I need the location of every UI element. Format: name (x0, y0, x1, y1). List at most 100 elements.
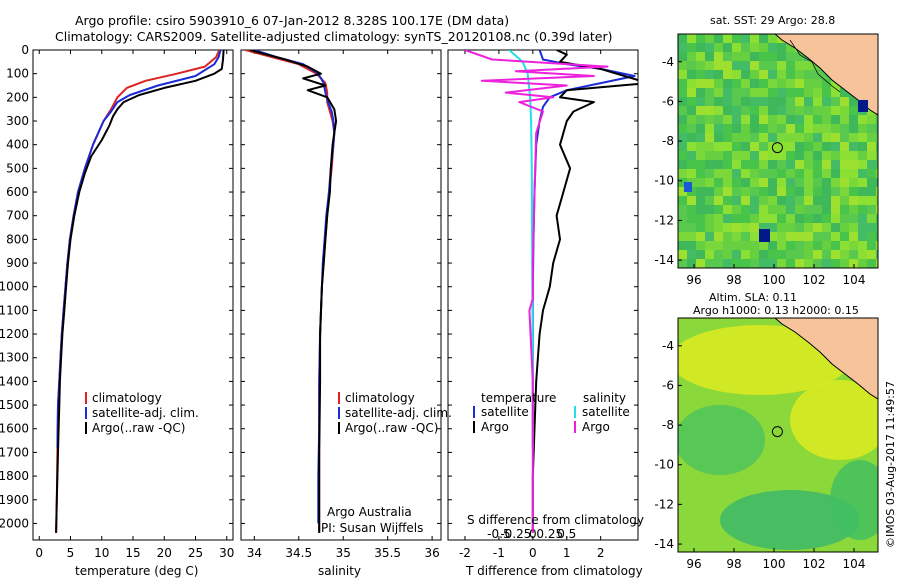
sst-cell (858, 151, 867, 160)
sst-cell (786, 106, 795, 115)
sst-cell (714, 214, 723, 223)
sst-cell (867, 187, 876, 196)
sst-cell (687, 124, 696, 133)
sst-cell (705, 88, 714, 97)
sst-cell (732, 205, 741, 214)
sst-cell (867, 205, 876, 214)
series-line-argo-raw-qc- (249, 50, 338, 533)
sst-cell (804, 187, 813, 196)
sst-cell (696, 88, 705, 97)
sst-cell (687, 34, 696, 43)
sst-cell (813, 214, 822, 223)
sst-cell (768, 61, 777, 70)
x-tick-label: 0 (529, 546, 537, 560)
map-y-tick-label: -10 (654, 174, 674, 188)
x-tick-label: 0 (35, 546, 43, 560)
map-x-tick-label: 98 (726, 557, 741, 571)
series-line-satellite-adj-clim- (56, 50, 222, 448)
sst-cell (768, 133, 777, 142)
x-tick-label: 34.5 (285, 546, 312, 560)
sst-cell (813, 79, 822, 88)
sst-cell (777, 241, 786, 250)
sst-cell (732, 52, 741, 61)
sst-cell (732, 169, 741, 178)
sst-cell (849, 97, 858, 106)
sst-cell (840, 205, 849, 214)
sst-cell (804, 142, 813, 151)
sst-cell (849, 241, 858, 250)
sst-cell (804, 205, 813, 214)
x-tick-label: 10 (94, 546, 109, 560)
sst-cell (795, 241, 804, 250)
sst-cell (867, 214, 876, 223)
sst-cell (696, 205, 705, 214)
sst-cell (795, 61, 804, 70)
sst-cell (705, 178, 714, 187)
sst-cell (741, 259, 750, 268)
sst-cell (831, 232, 840, 241)
sst-cell (678, 241, 687, 250)
altimetry-green-patch-southeast (830, 460, 878, 540)
sst-cell (858, 187, 867, 196)
sst-cell (867, 151, 876, 160)
sst-cell (831, 205, 840, 214)
sst-cell (786, 232, 795, 241)
sst-cell (723, 52, 732, 61)
y-tick-label: 200 (6, 90, 29, 104)
sst-cell (795, 223, 804, 232)
sst-cell (678, 34, 687, 43)
sst-cell (822, 88, 831, 97)
map-x-tick-label: 104 (843, 557, 866, 571)
sst-cell (777, 61, 786, 70)
sst-cell (696, 61, 705, 70)
sst-cell (768, 106, 777, 115)
sst-cell (777, 169, 786, 178)
sst-cell (867, 178, 876, 187)
sst-cell (795, 142, 804, 151)
sst-cell (696, 223, 705, 232)
sst-cell (849, 214, 858, 223)
sst-cell (696, 43, 705, 52)
legend-climatology-label: climatology (345, 391, 415, 405)
y-tick-label: 1900 (0, 493, 29, 507)
salinity-x-axis: 34 34.5 35 35.5 36 (247, 50, 440, 560)
sst-cell (795, 232, 804, 241)
x-tick-label: 25 (188, 546, 203, 560)
sst-cell (795, 187, 804, 196)
sst-cell (714, 43, 723, 52)
sst-cell (768, 88, 777, 97)
sst-cell (876, 214, 878, 223)
sst-cell (786, 151, 795, 160)
sst-cell (831, 250, 840, 259)
sst-cell (822, 79, 831, 88)
sst-cell (696, 196, 705, 205)
sst-cell (759, 196, 768, 205)
sst-cell (840, 160, 849, 169)
salinity-difference-axis: -0.5-0.250 0.250.5 (487, 527, 576, 541)
sst-cell (768, 43, 777, 52)
y-tick-label: 0 (21, 43, 29, 57)
map-y-tick-label: -6 (662, 94, 674, 108)
altimetry-map-land (774, 318, 878, 400)
sst-cell (750, 196, 759, 205)
sst-cell (858, 178, 867, 187)
y-tick-label: 1600 (0, 422, 29, 436)
sst-cell (714, 61, 723, 70)
sst-cell (822, 223, 831, 232)
sst-cell (714, 106, 723, 115)
sst-cell (831, 79, 840, 88)
sst-cell (678, 43, 687, 52)
sst-cell (750, 241, 759, 250)
sst-cell (750, 169, 759, 178)
sst-cell (705, 133, 714, 142)
y-tick-label: 1100 (0, 303, 29, 317)
sst-map-land (774, 34, 878, 116)
sst-cell (840, 133, 849, 142)
sst-cell (795, 106, 804, 115)
x-tick-label: 5 (67, 546, 75, 560)
sst-cell (813, 241, 822, 250)
sst-cell (723, 232, 732, 241)
sst-cell (849, 178, 858, 187)
sst-cell (813, 196, 822, 205)
sst-cell (876, 187, 878, 196)
